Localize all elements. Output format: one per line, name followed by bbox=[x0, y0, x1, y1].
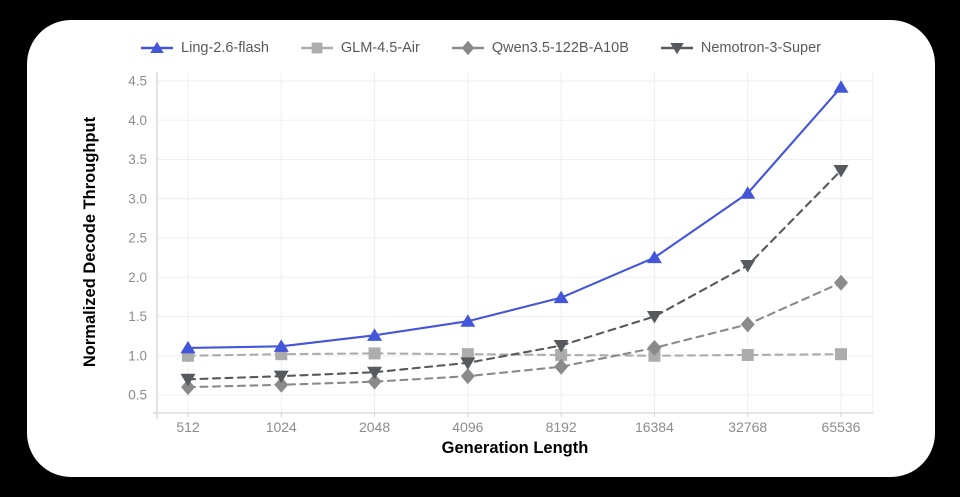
data-point-marker-qwen3-5-122b-a10b bbox=[647, 339, 662, 356]
series-line-ling-2-6-flash bbox=[186, 86, 843, 349]
legend-marker-glyph bbox=[670, 43, 684, 55]
legend-item-ling-2-6-flash[interactable]: Ling-2.6-flash bbox=[141, 40, 269, 56]
legend-item-glm-4-5-air[interactable]: GLM-4.5-Air bbox=[300, 40, 420, 56]
y-tick-label: 4.0 bbox=[128, 113, 147, 128]
x-tick-label: 4096 bbox=[452, 419, 483, 435]
legend-marker-glyph bbox=[311, 42, 323, 54]
data-point-marker-glm-4-5-air bbox=[461, 348, 474, 361]
data-point-marker-ling-2-6-flash bbox=[460, 314, 476, 327]
y-tick-label: 3.5 bbox=[128, 152, 147, 167]
y-axis-title: Normalized Decode Throughput bbox=[81, 116, 99, 367]
chart-legend: Ling-2.6-flash GLM-4.5-Air Qwen3.5-122B-A1… bbox=[27, 37, 935, 59]
y-tick-label: 4.5 bbox=[128, 74, 147, 89]
legend-item-label: Nemotron-3-Super bbox=[700, 40, 821, 56]
data-point-marker-nemotron-3-super bbox=[646, 311, 662, 324]
data-point-marker-qwen3-5-122b-a10b bbox=[181, 379, 195, 396]
data-point-marker-nemotron-3-super bbox=[367, 366, 383, 380]
data-point-marker-glm-4-5-air bbox=[368, 347, 381, 360]
data-point-marker-qwen3-5-122b-a10b bbox=[740, 316, 755, 333]
diamond-legend-marker-icon bbox=[451, 40, 484, 56]
data-point-marker-glm-4-5-air bbox=[835, 348, 847, 361]
throughput-line-chart: 0.5 1.0 1.5 2.0 2.5 3.0 3.5 4.0 4.5 512 1024 2048 40… bbox=[81, 72, 874, 457]
legend-item-nemotron-3-super[interactable]: Nemotron-3-Super bbox=[660, 40, 821, 56]
data-point-marker-nemotron-3-super bbox=[460, 357, 476, 370]
data-point-marker-qwen3-5-122b-a10b bbox=[554, 358, 569, 375]
data-point-marker-nemotron-3-super bbox=[180, 373, 196, 387]
data-point-marker-ling-2-6-flash bbox=[367, 328, 383, 341]
legend-item-qwen3-5-122b-a10b[interactable]: Qwen3.5-122B-A10B bbox=[451, 40, 629, 56]
data-point-marker-glm-4-5-air bbox=[555, 348, 568, 361]
x-tick-label: 8192 bbox=[546, 419, 577, 435]
plot-area: 0.5 1.0 1.5 2.0 2.5 3.0 3.5 4.0 4.5 512 1024 2048 40… bbox=[128, 72, 874, 435]
data-point-marker-nemotron-3-super bbox=[833, 164, 849, 178]
legend-item-label: Qwen3.5-122B-A10B bbox=[491, 40, 629, 56]
y-tick-label: 3.0 bbox=[128, 191, 147, 206]
triangle-down-legend-marker-icon bbox=[660, 43, 693, 55]
data-point-marker-nemotron-3-super bbox=[273, 370, 289, 384]
data-point-marker-ling-2-6-flash bbox=[273, 339, 289, 352]
data-point-marker-nemotron-3-super bbox=[740, 259, 756, 273]
legend-item-label: GLM-4.5-Air bbox=[340, 40, 420, 56]
x-tick-label: 65536 bbox=[822, 419, 861, 435]
data-point-marker-ling-2-6-flash bbox=[180, 340, 196, 354]
data-point-marker-qwen3-5-122b-a10b bbox=[834, 274, 848, 291]
data-point-marker-nemotron-3-super bbox=[553, 340, 569, 353]
square-legend-marker-icon bbox=[300, 42, 333, 54]
x-tick-label: 512 bbox=[176, 419, 200, 435]
series-line-qwen3-5-122b-a10b bbox=[186, 281, 843, 389]
x-axis-title: Generation Length bbox=[442, 439, 589, 457]
x-tick-label: 2048 bbox=[359, 419, 390, 435]
data-point-marker-ling-2-6-flash bbox=[833, 80, 849, 93]
data-point-marker-qwen3-5-122b-a10b bbox=[460, 368, 475, 385]
y-tick-label: 1.5 bbox=[128, 309, 147, 324]
y-tick-label: 2.5 bbox=[128, 231, 147, 246]
data-point-marker-ling-2-6-flash bbox=[740, 186, 756, 199]
x-tick-label: 16384 bbox=[635, 419, 674, 435]
data-point-marker-qwen3-5-122b-a10b bbox=[274, 376, 289, 393]
data-point-marker-qwen3-5-122b-a10b bbox=[367, 373, 382, 390]
chart-card: 0.5 1.0 1.5 2.0 2.5 3.0 3.5 4.0 4.5 512 1024 2048 40… bbox=[27, 20, 935, 477]
triangle-up-legend-marker-icon bbox=[141, 41, 174, 53]
legend-marker-glyph bbox=[461, 40, 475, 56]
legend-marker-glyph bbox=[150, 41, 164, 53]
legend-item-label: Ling-2.6-flash bbox=[181, 40, 269, 56]
data-point-marker-ling-2-6-flash bbox=[553, 290, 569, 304]
x-tick-label: 1024 bbox=[266, 419, 297, 435]
data-point-marker-ling-2-6-flash bbox=[646, 250, 662, 264]
series-line-nemotron-3-super bbox=[186, 169, 843, 381]
y-tick-label: 0.5 bbox=[128, 388, 147, 403]
y-tick-label: 1.0 bbox=[128, 348, 147, 363]
data-point-marker-glm-4-5-air bbox=[741, 348, 754, 361]
y-tick-label: 2.0 bbox=[128, 270, 147, 285]
x-tick-label: 32768 bbox=[728, 419, 767, 435]
